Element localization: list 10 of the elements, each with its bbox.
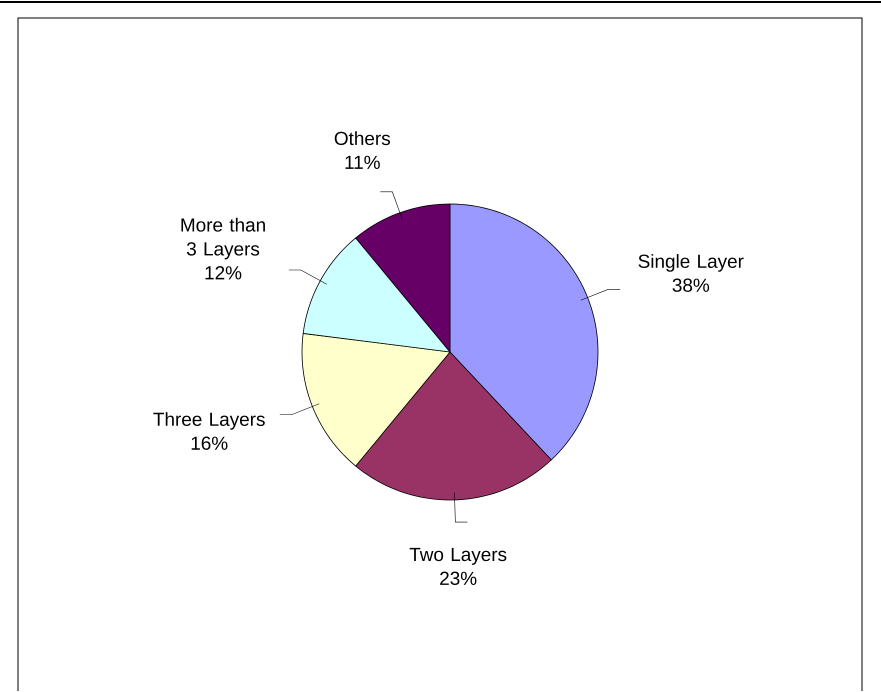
slice-label: Others [334, 131, 390, 146]
slice-label: More than 3 Layers [181, 218, 265, 260]
slice-label: Three Layers [153, 412, 265, 430]
slice-label: Single Layer [638, 254, 744, 272]
slice-label: Two Layers [410, 548, 506, 565]
data-label: 12% [206, 266, 242, 280]
data-label: 38% [672, 278, 710, 292]
data-label: 23% [440, 572, 476, 586]
data-label: 11% [345, 156, 380, 169]
data-label: 16% [192, 436, 228, 450]
